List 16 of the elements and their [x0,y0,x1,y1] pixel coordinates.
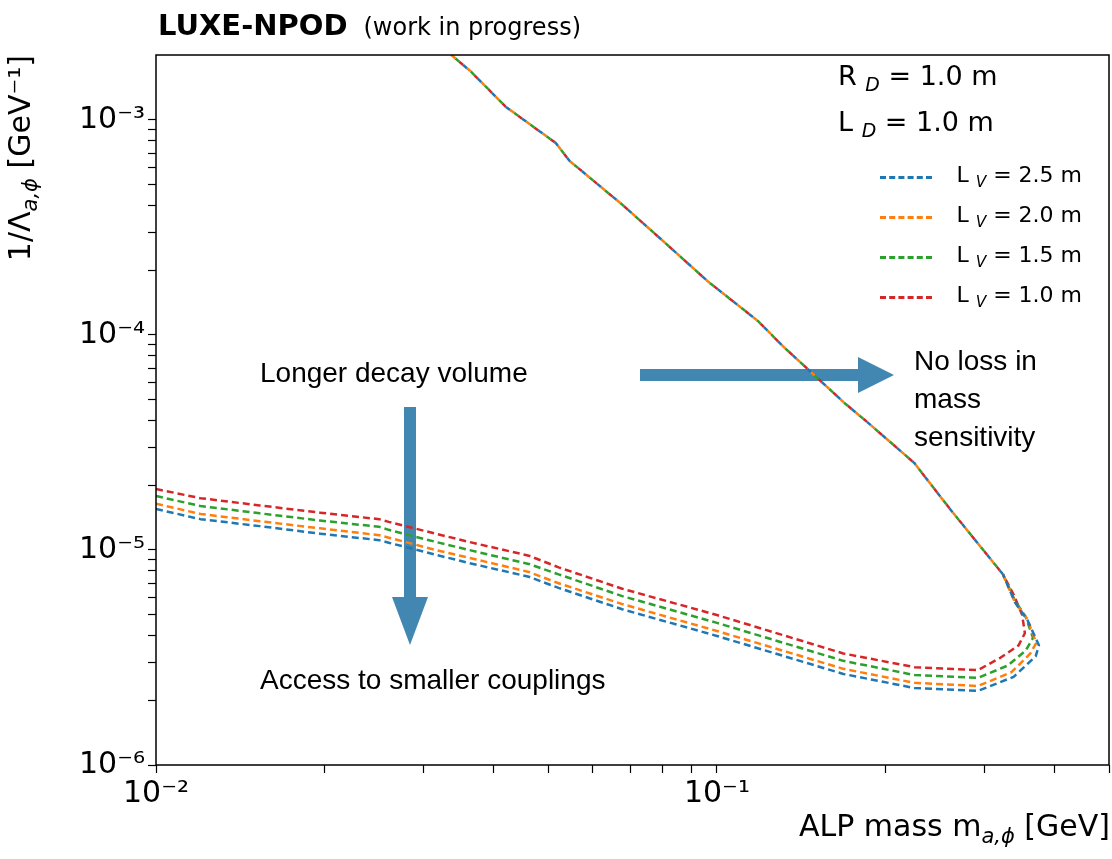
x-axis-title: ALP mass m$_{a,ϕ}$ [GeV] [798,808,1110,848]
annotation: R $_{D}$ = 1.0 m [838,60,998,96]
legend-label: L $_{V}$ = 2.0 m [956,202,1082,232]
chart-title: LUXE-NPOD [158,8,348,42]
legend-label: L $_{V}$ = 1.5 m [956,242,1082,272]
y-tick-label: 10⁻³ [78,99,145,135]
chart-subtitle: (work in progress) [363,13,581,41]
annotation: Longer decay volume [260,357,528,389]
annotation: Access to smaller couplings [260,664,606,696]
annotation: No loss in mass sensitivity [914,344,1038,454]
legend-label: L $_{V}$ = 1.0 m [956,282,1082,312]
x-tick-label: 10⁻¹ [683,773,750,809]
annotation: L $_{D}$ = 1.0 m [838,106,994,142]
y-tick-label: 10⁻⁴ [78,314,145,350]
y-tick-label: 10⁻⁵ [78,529,145,565]
legend-label: L $_{V}$ = 2.5 m [956,162,1082,192]
